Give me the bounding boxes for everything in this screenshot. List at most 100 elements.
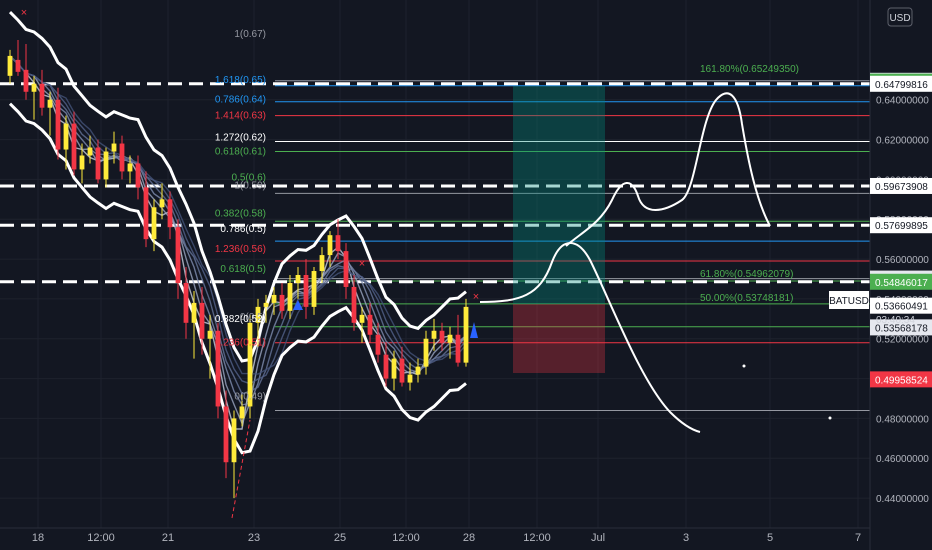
fibonacci-labels: 1(0.67) 1.618(0.65) 0.786(0.64) 1.414(0.63)… xyxy=(215,29,799,403)
candle-body xyxy=(239,406,245,419)
candle-body xyxy=(383,354,389,379)
cross-marker-left: × xyxy=(21,7,27,19)
candle-body xyxy=(263,302,269,307)
bar-countdown: 03:40:34 xyxy=(876,315,915,326)
ma-line xyxy=(9,55,467,430)
candle-body xyxy=(95,147,101,180)
long-position-tool[interactable] xyxy=(513,86,605,373)
buy-signal-arrow xyxy=(470,322,478,338)
price-axis[interactable]: 0.640000000.620000000.600000000.58000000… xyxy=(869,0,932,550)
candle-body xyxy=(399,358,405,383)
time-tick-label: 18 xyxy=(32,532,44,544)
fib-level-label: 0(0.49) xyxy=(234,392,266,403)
price-label-box[interactable] xyxy=(870,273,932,290)
candle-body xyxy=(159,199,165,208)
fib-level-label: 0.382(0.52) xyxy=(215,314,266,325)
projection-path-lower xyxy=(479,242,701,433)
candle-body xyxy=(55,99,61,150)
fib-extension-label: 161.80%(0.65249350) xyxy=(700,64,799,75)
candle-body xyxy=(119,143,125,172)
candle-body xyxy=(367,314,373,335)
candle-body xyxy=(63,123,69,150)
candle-body xyxy=(439,330,445,343)
candle-body xyxy=(183,282,189,323)
fib-level-label: 1.272(0.62) xyxy=(215,133,266,144)
candle-body xyxy=(431,330,437,339)
price-label-box[interactable] xyxy=(870,297,932,314)
candle-body xyxy=(151,207,157,240)
time-tick-label: 28 xyxy=(463,532,475,544)
candle-body xyxy=(303,275,309,307)
price-tick-label: 0.44000000 xyxy=(876,494,929,505)
candle-body xyxy=(319,255,325,272)
price-label-box[interactable] xyxy=(870,217,932,234)
candle-body xyxy=(215,330,221,407)
candle-body xyxy=(143,187,149,240)
fib-level-label: 0.382(0.58) xyxy=(215,208,266,219)
candle-body xyxy=(455,334,461,363)
price-label-text: 0.54846017 xyxy=(875,278,928,289)
price-label-box[interactable] xyxy=(870,371,932,388)
candle-body xyxy=(335,235,341,252)
candles xyxy=(7,39,469,499)
candle-body xyxy=(231,418,237,463)
fib-extension-label: 50.00%(0.53748181) xyxy=(700,293,793,304)
candle-body xyxy=(271,294,277,303)
candle-body xyxy=(223,406,229,463)
price-tick-label: 0.64000000 xyxy=(876,96,929,107)
price-label-text: 0.53660491 xyxy=(875,302,928,313)
candle-body xyxy=(247,322,253,407)
time-tick-label: 12:00 xyxy=(392,532,420,544)
price-label-box[interactable] xyxy=(870,319,932,336)
time-tick-label: 21 xyxy=(162,532,174,544)
candle-body xyxy=(31,83,37,92)
price-label-text: 0.64799816 xyxy=(875,80,928,91)
candle-body xyxy=(343,251,349,287)
ma-line xyxy=(9,55,467,385)
currency-box[interactable] xyxy=(887,7,913,27)
fib-level-label: 0.5(0.6) xyxy=(232,172,266,183)
price-label-box[interactable] xyxy=(870,177,932,194)
candle-body xyxy=(71,123,77,170)
candle-body xyxy=(47,99,53,108)
candle-body xyxy=(391,358,397,379)
fib-level-label: 0.236(0.51) xyxy=(215,338,266,349)
symbol-badge[interactable] xyxy=(829,291,869,309)
projection-drawings xyxy=(231,92,771,519)
fib-level-label: 0(0.5) xyxy=(240,312,266,323)
cross-marker-right: × xyxy=(473,291,479,303)
fib-level-label: 1(0.67) xyxy=(234,29,266,40)
candle-body xyxy=(103,151,109,180)
candle-body xyxy=(415,366,421,375)
price-tick-label: 0.46000000 xyxy=(876,454,929,465)
candle-body xyxy=(87,147,93,156)
candle-body xyxy=(79,155,85,170)
candle-body xyxy=(375,334,381,355)
time-axis[interactable]: 18 12:00 21 23 25 12:00 28 12:00 Jul 3 5 7 xyxy=(0,527,870,544)
price-label-text: 0.49958524 xyxy=(875,375,928,386)
candle-body xyxy=(327,235,333,256)
price-tick-label: 0.56000000 xyxy=(876,255,929,266)
candle-body xyxy=(191,302,197,323)
projection-path-upper xyxy=(565,92,771,247)
candle-body xyxy=(351,286,357,323)
candle-body xyxy=(279,294,285,311)
time-tick-label: 3 xyxy=(683,532,689,544)
price-label-text: 0.59673908 xyxy=(875,182,928,193)
fib-level-label: 0.786(0.64) xyxy=(215,95,266,106)
candle-body xyxy=(447,334,453,343)
time-tick-label: 12:00 xyxy=(523,532,551,544)
candle-body xyxy=(127,163,133,172)
dot-marker xyxy=(742,364,746,368)
price-label-text: 0.57699895 xyxy=(875,221,928,232)
dot-marker xyxy=(828,416,832,420)
candle-body xyxy=(207,330,213,339)
price-label-box[interactable] xyxy=(870,75,932,92)
candle-body xyxy=(199,302,205,339)
envelope-upper xyxy=(8,11,467,363)
candle-body xyxy=(423,338,429,367)
fib-level-label: 1.618(0.65) xyxy=(215,75,266,86)
price-tick-label: 0.48000000 xyxy=(876,414,929,425)
candle-body xyxy=(167,199,173,228)
